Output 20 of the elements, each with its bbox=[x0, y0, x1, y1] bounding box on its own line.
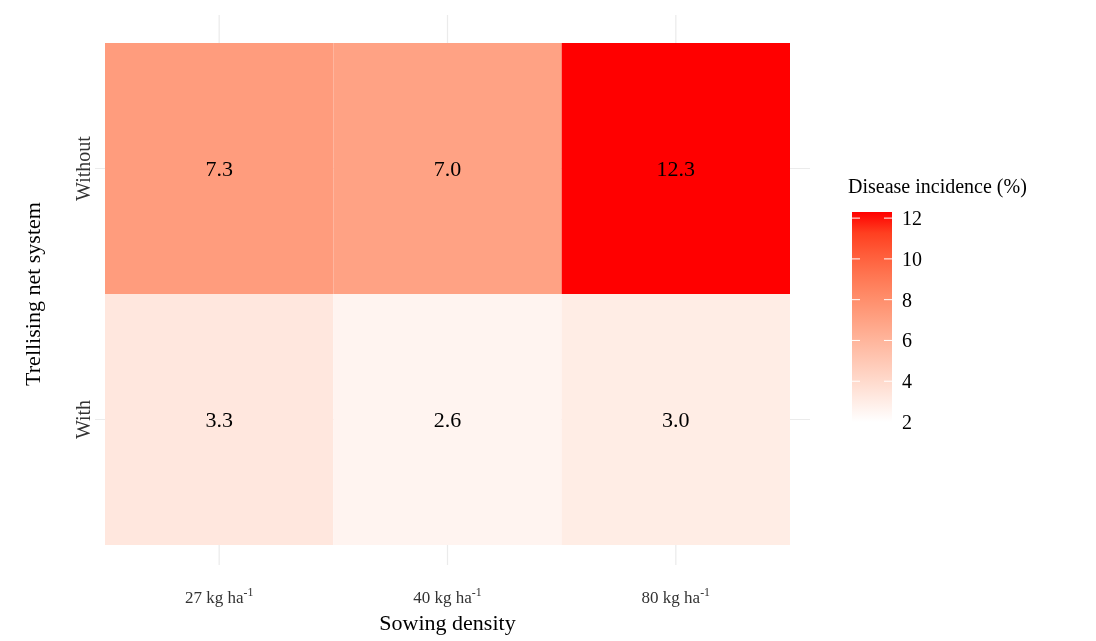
data-label: 2.6 bbox=[433, 407, 462, 433]
data-label: 3.3 bbox=[205, 407, 233, 433]
color-bar-label: 2 bbox=[902, 411, 912, 433]
x-tick-label: 40 kg ha$^{-1}$ bbox=[413, 585, 482, 607]
color-bar-label: 6 bbox=[902, 329, 912, 352]
data-label: 12.3 bbox=[656, 156, 696, 182]
x-tick-label: 80 kg ha$^{-1}$ bbox=[641, 585, 711, 607]
data-label: 7.3 bbox=[205, 156, 233, 182]
color-bar-label: 10 bbox=[902, 247, 922, 270]
x-tick-label: 27 kg ha$^{-1}$ bbox=[184, 585, 254, 607]
data-label: 3.0 bbox=[662, 407, 690, 433]
color-bar-label: 4 bbox=[902, 370, 912, 393]
data-label: 7.0 bbox=[433, 156, 462, 182]
color-bar-title: Disease incidence (%) bbox=[848, 175, 1027, 198]
color-bar-label: 8 bbox=[902, 288, 912, 311]
y-tick-label: With bbox=[72, 399, 94, 440]
y-axis-title: Trellising net system bbox=[20, 202, 45, 386]
x-axis-title: Sowing density bbox=[379, 610, 516, 635]
y-tick-label: Without bbox=[72, 135, 94, 201]
color-bar-label: 12 bbox=[902, 207, 922, 230]
